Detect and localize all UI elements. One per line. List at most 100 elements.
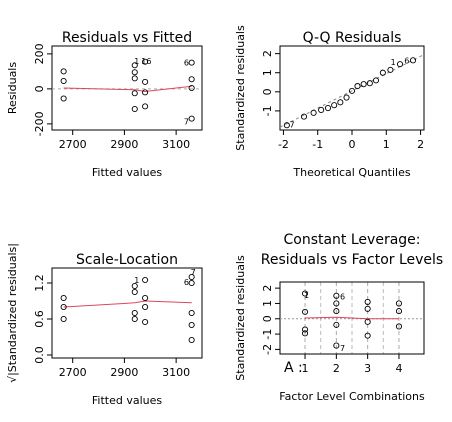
x-tick-label: 1 bbox=[383, 138, 390, 151]
data-point bbox=[188, 59, 195, 66]
data-point bbox=[142, 103, 149, 110]
x-tick-label: 2900 bbox=[110, 138, 138, 151]
data-point bbox=[301, 330, 309, 337]
y-tick-label: 1 bbox=[261, 300, 274, 307]
data-point bbox=[131, 105, 138, 113]
factor-name-label: A : bbox=[284, 360, 303, 376]
data-point bbox=[333, 308, 340, 315]
residuals-vs-factor-levels-panel: 1 6 7 1 2 3 4 -2 -1 0 1 2 Constant Leverage: Residual… bbox=[234, 232, 443, 403]
data-point bbox=[60, 77, 67, 85]
y-axis-label: √|Standardized residuals| bbox=[6, 243, 19, 383]
data-point bbox=[142, 89, 149, 96]
x-tick-label: 3 bbox=[364, 362, 371, 375]
smoother-line bbox=[63, 85, 192, 93]
y-axis-label: Standardized residuals bbox=[234, 25, 247, 151]
x-tick-label: -1 bbox=[312, 138, 323, 151]
data-point bbox=[318, 106, 325, 114]
y-tick-label: 0 bbox=[261, 315, 274, 322]
data-point bbox=[188, 115, 195, 122]
y-tick-label: 2 bbox=[261, 285, 274, 292]
data-point bbox=[60, 315, 67, 323]
x-axis-label: Factor Level Combinations bbox=[279, 390, 425, 403]
data-point bbox=[131, 69, 138, 76]
point-id-label: 16 bbox=[141, 57, 151, 66]
data-point bbox=[131, 315, 138, 323]
data-point bbox=[131, 90, 138, 97]
data-point bbox=[324, 104, 332, 112]
y-tick-label: 0.6 bbox=[33, 310, 46, 328]
data-point bbox=[366, 80, 373, 87]
y-tick-label: 2 bbox=[261, 50, 274, 57]
data-point bbox=[301, 290, 309, 297]
y-tick-label: 0.0 bbox=[33, 346, 46, 364]
y-tick-label: -1 bbox=[261, 105, 274, 116]
data-point bbox=[142, 294, 149, 302]
x-axis-label: Fitted values bbox=[92, 166, 163, 179]
data-point bbox=[364, 332, 371, 339]
data-point bbox=[60, 95, 67, 102]
data-point bbox=[142, 78, 149, 85]
data-point bbox=[131, 75, 138, 82]
x-tick-label: 4 bbox=[395, 362, 402, 375]
x-axis-label: Fitted values bbox=[92, 394, 163, 407]
data-point bbox=[142, 58, 149, 65]
y-tick-label: -1 bbox=[261, 329, 274, 340]
data-point bbox=[301, 326, 309, 333]
smoother-line bbox=[304, 316, 399, 320]
point-id-label: 1 bbox=[304, 291, 309, 300]
data-point bbox=[331, 102, 338, 109]
data-point bbox=[283, 122, 290, 129]
point-id-label: 1 bbox=[134, 57, 139, 66]
y-tick-label: 1.2 bbox=[33, 274, 46, 292]
data-point bbox=[364, 298, 371, 305]
y-tick-label: 1 bbox=[261, 69, 274, 76]
y-tick-label: 0 bbox=[33, 85, 46, 92]
x-tick-label: -2 bbox=[278, 138, 289, 151]
x-axis-label: Theoretical Quantiles bbox=[292, 166, 410, 179]
x-tick-label: 1 bbox=[302, 362, 309, 375]
data-point bbox=[379, 69, 386, 76]
data-point bbox=[360, 81, 367, 88]
data-point bbox=[188, 273, 195, 281]
data-point bbox=[364, 305, 371, 312]
data-point bbox=[188, 84, 195, 92]
point-id-label: 6 bbox=[340, 293, 345, 302]
data-point bbox=[188, 336, 195, 344]
data-point bbox=[188, 321, 195, 329]
data-point bbox=[131, 282, 138, 290]
chart-title: Q-Q Residuals bbox=[303, 30, 402, 46]
residuals-vs-fitted-panel: 1 16 6 7 2700 2900 3100 -200 0 200 Residuals vs Fi… bbox=[6, 30, 203, 179]
data-point bbox=[333, 321, 340, 328]
chart-title: Residuals vs Fitted bbox=[62, 30, 192, 46]
point-id-label: 7 bbox=[184, 117, 189, 126]
data-point bbox=[364, 318, 371, 325]
x-tick-label: 2 bbox=[333, 362, 340, 375]
data-point bbox=[396, 61, 404, 68]
data-point bbox=[343, 94, 350, 101]
data-point bbox=[131, 62, 138, 69]
data-point bbox=[348, 87, 356, 94]
data-point bbox=[142, 318, 149, 326]
point-id-label: 6 bbox=[184, 278, 189, 287]
data-point bbox=[300, 113, 308, 120]
data-point bbox=[337, 99, 344, 106]
y-axis-label: Residuals bbox=[6, 62, 19, 114]
data-point bbox=[395, 308, 403, 315]
data-point bbox=[372, 77, 380, 84]
data-point bbox=[188, 279, 195, 287]
data-point bbox=[60, 68, 67, 75]
point-id-label: 7 bbox=[340, 344, 345, 353]
plot-frame bbox=[279, 281, 425, 355]
data-point bbox=[188, 76, 195, 83]
x-tick-label: 2 bbox=[417, 138, 424, 151]
smoother-line bbox=[63, 300, 192, 308]
point-id-label: 7 bbox=[289, 120, 294, 129]
data-point bbox=[333, 342, 340, 349]
chart-title: Scale-Location bbox=[76, 252, 178, 268]
point-id-label: 6 bbox=[404, 56, 409, 65]
data-point bbox=[131, 288, 138, 296]
data-point bbox=[354, 83, 361, 90]
data-point bbox=[333, 300, 340, 307]
point-id-label: 1 bbox=[134, 276, 139, 285]
